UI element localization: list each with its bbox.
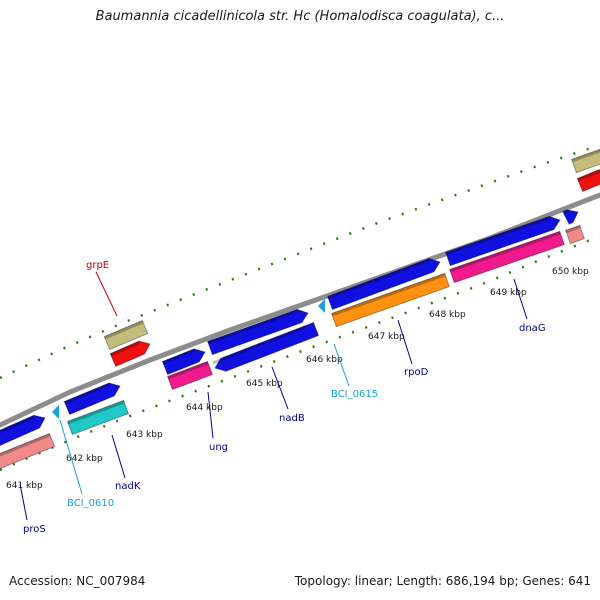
gene-feature[interactable] (449, 230, 565, 284)
kbp-tick-label: 641 kbp (6, 481, 43, 491)
gene-feature[interactable] (207, 308, 309, 356)
gene-label[interactable]: nadK (115, 481, 141, 492)
gene-feature[interactable] (571, 148, 600, 174)
kbp-tick-label: 647 kbp (368, 332, 405, 342)
gene-feature[interactable] (576, 168, 600, 193)
kbp-tick-label: 643 kbp (126, 430, 163, 440)
gene-feature[interactable] (103, 319, 149, 351)
gene-feature[interactable] (331, 272, 450, 328)
gene-label-leader (59, 419, 83, 495)
inner-tick-track (0, 234, 600, 472)
gene-feature[interactable] (0, 432, 56, 470)
gene-label-leader (207, 391, 214, 439)
gene-feature[interactable] (63, 382, 121, 416)
feature-labels: 641 kbp 642 kbp 643 kbp 644 kbp 645 kbp 646 k… (6, 260, 589, 535)
gene-feature[interactable] (161, 348, 206, 376)
accession-label: Accession: NC_007984 (9, 574, 146, 588)
kbp-tick-label: 644 kbp (186, 403, 223, 413)
gene-feature[interactable] (326, 258, 441, 311)
kbp-tick-label: 648 kbp (429, 310, 466, 320)
gene-label-leader (19, 483, 28, 521)
gene-label[interactable]: ung (209, 442, 228, 453)
gene-feature[interactable] (66, 399, 130, 436)
genome-stats: Topology: linear; Length: 686,194 bp; Ge… (294, 574, 591, 588)
gene-feature[interactable] (562, 209, 579, 225)
gene-feature[interactable] (565, 224, 585, 245)
small-arrow-icon (52, 405, 59, 419)
gene-label-leader (397, 319, 413, 365)
gene-label[interactable]: proS (23, 524, 46, 535)
kbp-tick-label: 645 kbp (246, 379, 283, 389)
small-arrow-icon (318, 299, 325, 313)
map-title: Baumannia cicadellinicola str. Hc (Homal… (95, 9, 505, 24)
gene-label[interactable]: dnaG (519, 323, 546, 334)
kbp-tick-label: 649 kbp (490, 288, 527, 298)
gene-label-leader (111, 434, 126, 479)
gene-label[interactable]: grpE (86, 260, 109, 271)
gene-label-leader (95, 271, 118, 317)
kbp-tick-label: 646 kbp (306, 355, 343, 365)
kbp-tick-label: 650 kbp (552, 267, 589, 277)
gene-label[interactable]: BCI_0615 (331, 389, 378, 400)
gene-feature[interactable] (166, 360, 214, 391)
gene-feature[interactable] (445, 215, 561, 267)
gene-label-leader (513, 278, 528, 320)
gene-feature[interactable] (109, 340, 151, 368)
gene-features (0, 148, 600, 470)
gene-label-leader (271, 366, 289, 410)
gene-label[interactable]: nadB (279, 413, 305, 424)
gene-label[interactable]: rpoD (404, 367, 429, 378)
gene-feature[interactable] (0, 414, 46, 446)
gene-label-leader (333, 343, 350, 387)
gene-feature[interactable] (212, 321, 320, 372)
gene-label[interactable]: BCI_0610 (67, 498, 114, 509)
kbp-tick-label: 642 kbp (66, 454, 103, 464)
